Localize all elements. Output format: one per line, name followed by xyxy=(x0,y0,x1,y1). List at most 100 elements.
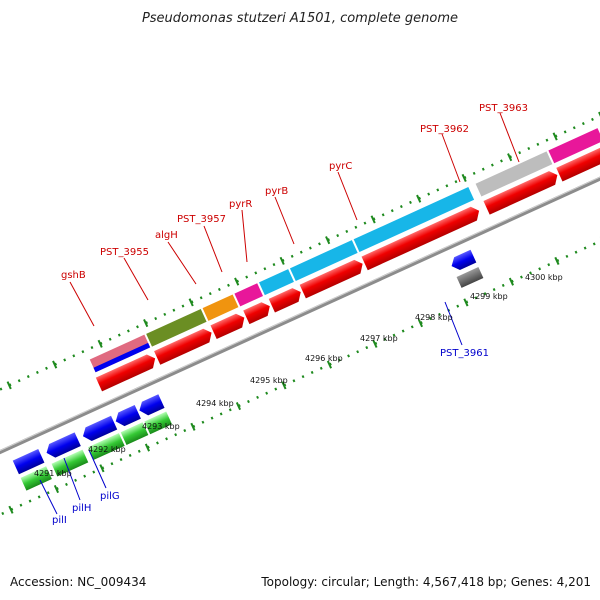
label-PST_3962[interactable]: PST_3962 xyxy=(420,124,469,135)
cds-arrow-pilG[interactable] xyxy=(136,394,165,418)
kbp-label: 4295 kbp xyxy=(250,376,288,385)
gene-box-left-a xyxy=(20,466,52,491)
reverse-major-tick xyxy=(463,298,469,307)
gene-box-pyrC[interactable] xyxy=(353,187,475,253)
forward-major-tick xyxy=(52,360,58,369)
reverse-major-tick xyxy=(144,443,151,452)
reverse-major-tick xyxy=(281,381,287,390)
kbp-label: 4299 kbp xyxy=(470,292,508,301)
gene-box-left-b xyxy=(51,449,89,477)
label-pyrR[interactable]: pyrR xyxy=(229,199,252,210)
leader-PST_3961 xyxy=(444,301,463,346)
leader-PST_3963 xyxy=(499,112,520,163)
gene-box-PST_3955[interactable] xyxy=(146,308,207,347)
cds-arrow-pilH[interactable] xyxy=(113,405,141,429)
forward-labels: gshB PST_3955 algH PST_3957 pyrR pyrB py… xyxy=(61,103,528,327)
label-pyrB[interactable]: pyrB xyxy=(265,186,288,197)
backbone-line xyxy=(0,120,600,489)
reverse-major-tick xyxy=(53,484,60,494)
label-PST_3961[interactable]: PST_3961 xyxy=(440,348,489,359)
gene-box-PST_3962[interactable] xyxy=(475,151,553,197)
cds-arrow-left-1 xyxy=(12,448,45,475)
reverse-major-tick xyxy=(508,277,515,286)
label-pilI[interactable]: pilI xyxy=(52,515,67,526)
kbp-label: 4291 kbp xyxy=(34,469,72,478)
gene-box-PST_3957[interactable] xyxy=(234,283,264,307)
leader-PST_3962 xyxy=(441,133,461,183)
forward-major-tick xyxy=(370,215,376,224)
gene-box-PST_3963[interactable] xyxy=(548,128,600,164)
reverse-major-tick xyxy=(417,319,424,328)
gene-box-pilG[interactable] xyxy=(144,411,173,435)
forward-major-tick xyxy=(416,194,422,203)
cds-arrow-gshB[interactable] xyxy=(95,352,159,392)
label-PST_3955[interactable]: PST_3955 xyxy=(100,247,149,258)
leader-PST_3955 xyxy=(123,257,149,301)
forward-major-tick xyxy=(97,339,103,348)
gene-box-algH[interactable] xyxy=(202,294,239,321)
label-pilH[interactable]: pilH xyxy=(72,503,91,514)
reverse-major-tick xyxy=(326,360,333,369)
label-algH[interactable]: algH xyxy=(155,230,178,241)
genome-summary-text: Topology: circular; Length: 4,567,418 bp… xyxy=(260,575,591,589)
label-PST_3963[interactable]: PST_3963 xyxy=(479,103,528,114)
leader-PST_3957 xyxy=(203,225,223,273)
forward-major-tick xyxy=(325,236,331,245)
cds-arrow-algH[interactable] xyxy=(210,311,247,340)
kbp-label: 4297 kbp xyxy=(360,334,398,343)
reverse-major-tick xyxy=(190,422,196,431)
gene-box-pyrB[interactable] xyxy=(289,240,358,282)
reverse-major-tick xyxy=(99,464,105,473)
cds-arrow-PST_3961[interactable] xyxy=(449,249,477,273)
leader-pyrB xyxy=(274,196,295,245)
gene-box-pilH[interactable] xyxy=(120,422,149,446)
forward-tick-row xyxy=(0,68,600,437)
kbp-tick-labels: 4291 kbp 4292 kbp 4293 kbp 4294 kbp 4295… xyxy=(34,273,563,478)
kbp-label: 4296 kbp xyxy=(305,354,343,363)
forward-major-ticks xyxy=(6,111,600,390)
label-pyrC[interactable]: pyrC xyxy=(329,161,352,172)
forward-major-tick xyxy=(188,298,194,307)
gene-box-pyrR[interactable] xyxy=(259,269,294,296)
reverse-major-tick xyxy=(554,256,560,265)
cds-arrow-PST_3955[interactable] xyxy=(154,326,215,365)
cds-arrow-PST_3962[interactable] xyxy=(483,169,560,215)
forward-major-tick xyxy=(6,381,12,390)
leader-pilG xyxy=(88,449,107,489)
gene-box-pilI[interactable] xyxy=(87,433,125,460)
reverse-major-tick xyxy=(235,402,242,411)
accession-text: Accession: NC_009434 xyxy=(10,575,146,589)
leader-pilH xyxy=(63,457,81,501)
gene-box-gshB-blue xyxy=(93,342,151,373)
label-pilG[interactable]: pilG xyxy=(100,491,120,502)
cds-arrow-PST_3963[interactable] xyxy=(556,145,600,182)
map-title: Pseudomonas stutzeri A1501, complete gen… xyxy=(142,11,458,26)
gene-box-PST_3961[interactable] xyxy=(456,267,484,288)
label-gshB[interactable]: gshB xyxy=(61,270,86,281)
leader-pyrR xyxy=(241,209,248,263)
reverse-labels: pilI pilH pilG PST_3961 xyxy=(39,301,489,526)
cds-arrow-pyrC[interactable] xyxy=(361,204,483,271)
cds-arrow-pyrB[interactable] xyxy=(299,257,366,299)
reverse-tick-row xyxy=(0,172,600,540)
cds-arrow-pyrR[interactable] xyxy=(268,286,304,313)
forward-major-tick xyxy=(234,277,240,286)
kbp-label: 4300 kbp xyxy=(525,273,563,282)
leader-pyrC xyxy=(337,171,358,221)
cds-arrow-left-2 xyxy=(46,432,81,458)
cds-arrow-PST_3957[interactable] xyxy=(243,300,273,325)
forward-major-tick xyxy=(461,173,467,182)
forward-major-tick xyxy=(552,132,558,141)
kbp-label: 4293 kbp xyxy=(142,422,180,431)
backbone-highlight xyxy=(0,120,600,487)
forward-major-tick xyxy=(143,319,149,328)
leader-pilI xyxy=(39,479,58,515)
reverse-major-tick xyxy=(8,505,14,514)
forward-major-tick xyxy=(507,153,513,162)
kbp-label: 4298 kbp xyxy=(415,313,453,322)
cds-arrow-pilI[interactable] xyxy=(80,415,118,444)
genome-track xyxy=(0,68,600,540)
kbp-label: 4294 kbp xyxy=(196,399,234,408)
label-PST_3957[interactable]: PST_3957 xyxy=(177,214,226,225)
leader-algH xyxy=(167,241,197,285)
